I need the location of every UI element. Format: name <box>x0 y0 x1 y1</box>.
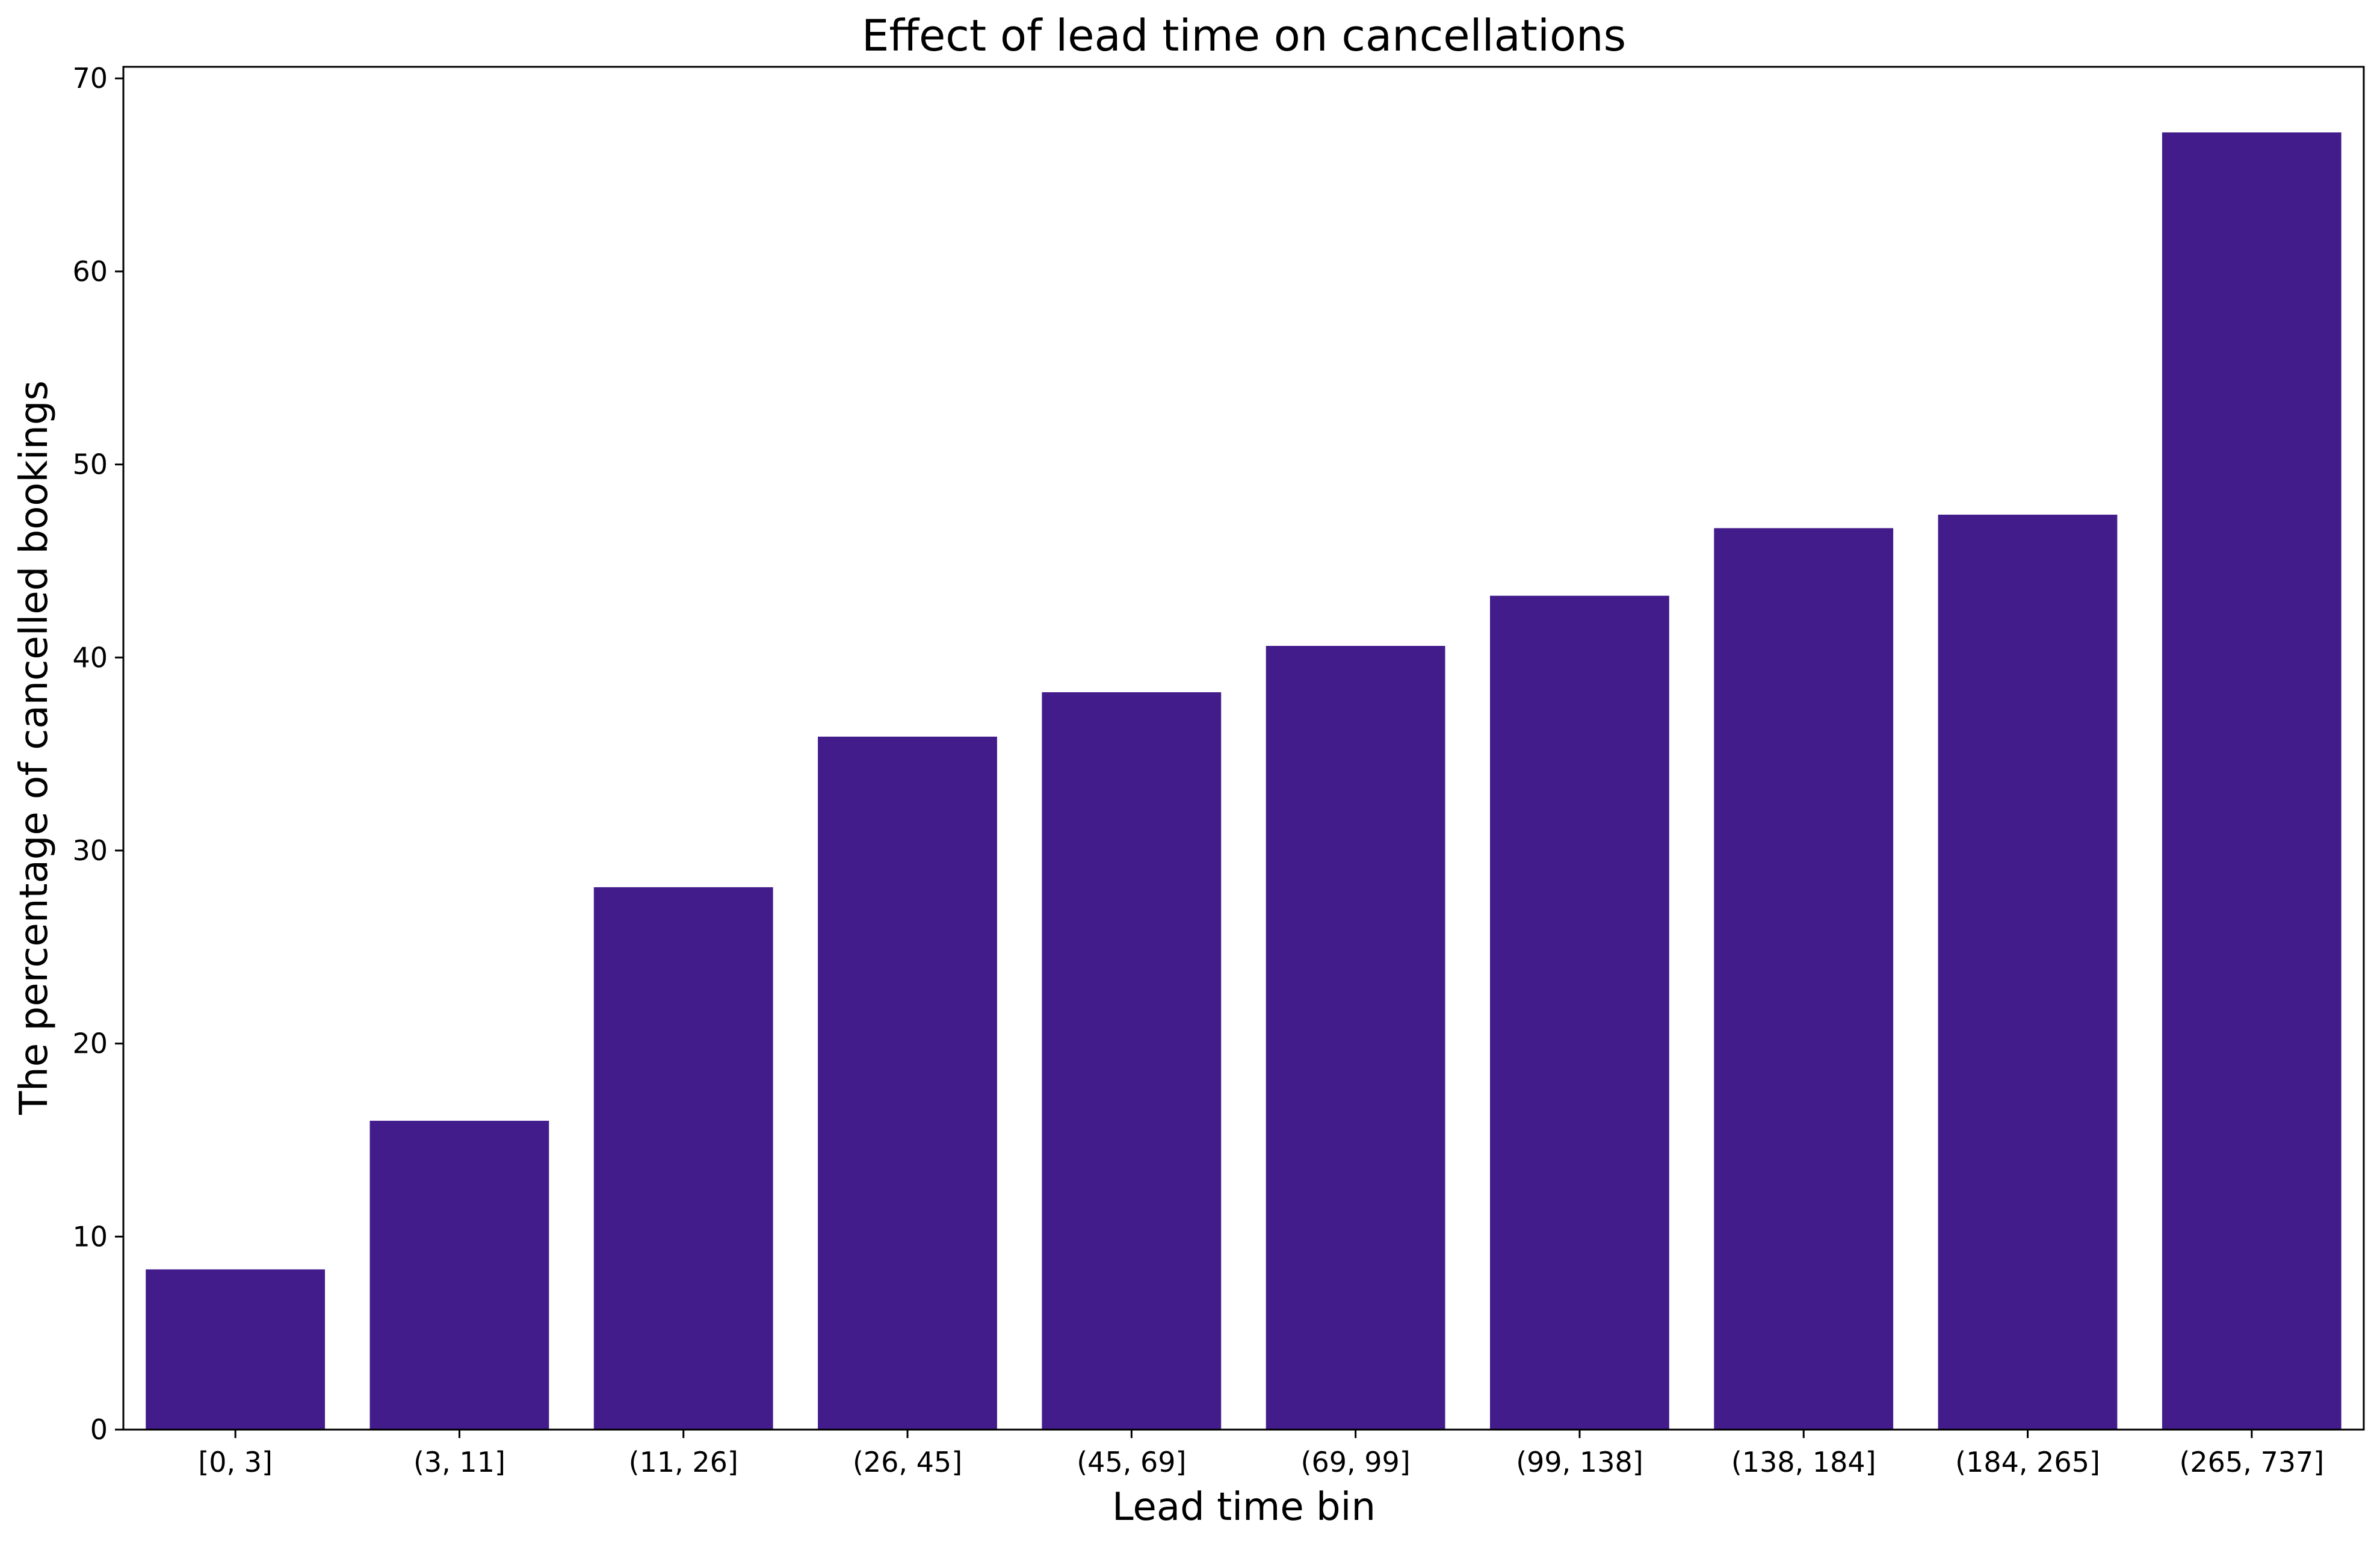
x-tick-label-3: (26, 45] <box>853 1446 962 1478</box>
bar-3 <box>818 736 997 1430</box>
y-axis-label: The percentage of cancelled bookings <box>12 380 57 1115</box>
x-tick-label-6: (99, 138] <box>1516 1446 1643 1478</box>
x-tick-label-9: (265, 737] <box>2179 1446 2324 1478</box>
x-tick-label-5: (69, 99] <box>1301 1446 1411 1478</box>
bar-4 <box>1042 692 1222 1430</box>
y-tick-label-50: 50 <box>72 448 108 481</box>
y-tick-label-70: 70 <box>72 62 108 95</box>
bar-2 <box>593 887 773 1430</box>
x-tick-label-2: (11, 26] <box>629 1446 738 1478</box>
y-tick-label-0: 0 <box>90 1413 108 1446</box>
x-axis-label: Lead time bin <box>1112 1485 1376 1530</box>
plot-area: 0 10 20 30 40 50 60 70 [0, 3] (3, 11] (11, 26] (26,… <box>72 62 2365 1478</box>
x-tick-label-8: (184, 265] <box>1955 1446 2100 1478</box>
bar-7 <box>1714 528 1894 1430</box>
bar-6 <box>1490 595 1669 1430</box>
y-tick-label-20: 20 <box>72 1028 108 1060</box>
bar-8 <box>1938 515 2118 1430</box>
bar-1 <box>369 1120 549 1430</box>
bar-9 <box>2162 132 2341 1430</box>
x-tick-label-0: [0, 3] <box>198 1446 273 1478</box>
x-tick-label-1: (3, 11] <box>413 1446 505 1478</box>
bar-5 <box>1266 646 1445 1430</box>
chart-title: Effect of lead time on cancellations <box>862 10 1626 61</box>
x-tick-label-7: (138, 184] <box>1731 1446 1876 1478</box>
bar-0 <box>146 1269 325 1430</box>
x-tick-label-4: (45, 69] <box>1077 1446 1186 1478</box>
y-tick-label-60: 60 <box>72 255 108 288</box>
y-tick-label-40: 40 <box>72 641 108 674</box>
y-tick-label-30: 30 <box>72 834 108 867</box>
plot-frame <box>122 66 2365 1431</box>
y-tick-label-10: 10 <box>72 1220 108 1253</box>
